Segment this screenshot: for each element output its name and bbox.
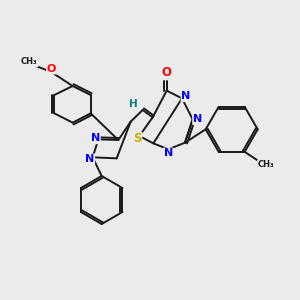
Text: CH₃: CH₃ <box>21 58 38 67</box>
Text: H: H <box>129 99 138 109</box>
Text: O: O <box>47 64 56 74</box>
Text: N: N <box>85 154 94 164</box>
Text: N: N <box>193 114 202 124</box>
Text: N: N <box>182 91 190 101</box>
Text: S: S <box>133 133 142 146</box>
Text: N: N <box>164 148 173 158</box>
Text: N: N <box>91 133 100 143</box>
Text: CH₃: CH₃ <box>258 160 274 169</box>
Text: O: O <box>162 67 172 80</box>
